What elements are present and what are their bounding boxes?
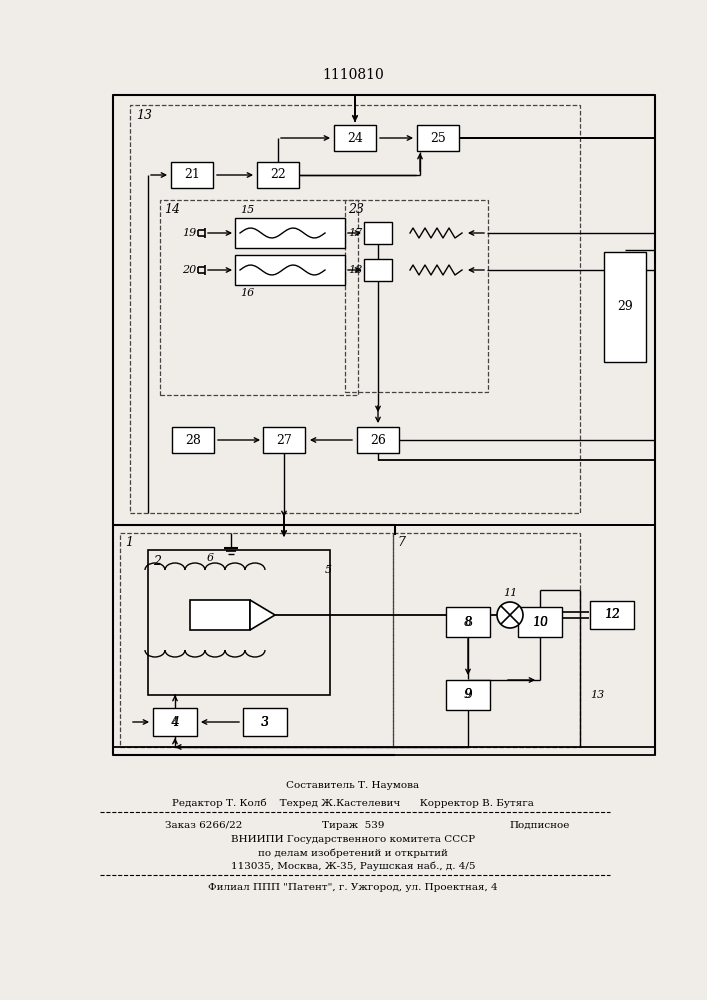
Bar	[393, 533, 580, 747]
Bar	[160, 200, 358, 395]
Text: 27: 27	[276, 434, 292, 446]
Text: Филиал ППП "Патент", г. Ужгород, ул. Проектная, 4: Филиал ППП "Патент", г. Ужгород, ул. Про…	[208, 884, 498, 892]
Text: 10: 10	[532, 615, 548, 629]
Bar	[364, 259, 392, 281]
Circle shape	[497, 602, 523, 628]
Bar	[171, 162, 213, 188]
Text: 1: 1	[125, 536, 133, 549]
Bar	[364, 222, 392, 244]
Text: 3: 3	[261, 716, 269, 728]
Text: 13: 13	[590, 690, 604, 700]
Text: ВНИИПИ Государственного комитета СССР: ВНИИПИ Государственного комитета СССР	[231, 836, 475, 844]
Bar	[113, 95, 655, 525]
Bar	[113, 525, 655, 755]
Text: 15: 15	[240, 205, 255, 215]
Text: 6: 6	[206, 553, 214, 563]
Bar	[148, 550, 330, 695]
Text: по делам изобретений и открытий: по делам изобретений и открытий	[258, 848, 448, 858]
Bar	[172, 427, 214, 453]
Text: 18: 18	[348, 265, 362, 275]
Bar	[357, 427, 399, 453]
Text: 16: 16	[240, 288, 255, 298]
Bar	[446, 680, 490, 710]
Bar	[153, 708, 197, 736]
Text: 8: 8	[464, 615, 472, 629]
Text: Редактор Т. Колб    Техред Ж.Кастелевич      Корректор В. Бутяга: Редактор Т. Колб Техред Ж.Кастелевич Кор…	[172, 798, 534, 808]
Text: 17: 17	[348, 228, 362, 238]
Text: 22: 22	[270, 168, 286, 182]
Text: 11: 11	[503, 588, 517, 598]
Text: 21: 21	[184, 168, 200, 182]
Text: 3: 3	[261, 716, 269, 728]
Text: 1110810: 1110810	[322, 68, 384, 82]
Text: 12: 12	[604, 608, 620, 621]
Text: 23: 23	[348, 203, 364, 216]
Bar	[130, 105, 580, 513]
Text: 29: 29	[617, 300, 633, 314]
Bar	[518, 607, 562, 637]
Text: Заказ 6266/22: Заказ 6266/22	[165, 820, 243, 830]
Text: 9: 9	[464, 688, 472, 702]
Text: 4: 4	[171, 716, 179, 728]
Text: 5: 5	[325, 565, 332, 575]
Text: 20: 20	[182, 265, 196, 275]
Bar	[590, 601, 634, 629]
Bar	[257, 162, 299, 188]
Text: 25: 25	[430, 131, 446, 144]
Text: 7: 7	[397, 536, 405, 549]
Text: 2: 2	[153, 555, 161, 568]
Bar	[263, 427, 305, 453]
Text: 28: 28	[185, 434, 201, 446]
Text: 10: 10	[532, 615, 548, 629]
Bar	[235, 255, 345, 285]
Text: 113035, Москва, Ж-35, Раушская наб., д. 4/5: 113035, Москва, Ж-35, Раушская наб., д. …	[230, 861, 475, 871]
Text: 12: 12	[604, 608, 620, 621]
Bar	[345, 200, 488, 392]
Text: 13: 13	[136, 109, 152, 122]
Text: 19: 19	[182, 228, 196, 238]
Text: Составитель Т. Наумова: Составитель Т. Наумова	[286, 780, 419, 790]
Polygon shape	[250, 600, 275, 630]
Text: 8: 8	[464, 615, 472, 629]
Bar	[243, 708, 287, 736]
Bar	[190, 600, 250, 630]
Text: 4: 4	[171, 716, 179, 728]
Bar	[334, 125, 376, 151]
Text: 24: 24	[347, 131, 363, 144]
Text: Подписное: Подписное	[510, 820, 570, 830]
Bar	[446, 607, 490, 637]
Bar	[417, 125, 459, 151]
Text: 9: 9	[464, 688, 472, 702]
Text: 14: 14	[164, 203, 180, 216]
Text: Тираж  539: Тираж 539	[322, 820, 384, 830]
Bar	[120, 533, 393, 747]
Text: 26: 26	[370, 434, 386, 446]
Bar	[604, 252, 646, 362]
Bar	[235, 218, 345, 248]
